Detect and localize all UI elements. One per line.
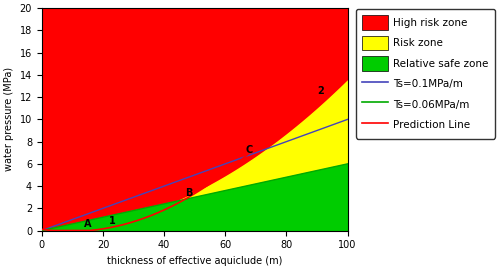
X-axis label: thickness of effective aquiclude (m): thickness of effective aquiclude (m) — [107, 256, 282, 266]
Text: B: B — [185, 188, 192, 198]
Legend: High risk zone, Risk zone, Relative safe zone, Ts=0.1MPa/m, Ts=0.06MPa/m, Predic: High risk zone, Risk zone, Relative safe… — [356, 9, 495, 139]
Text: C: C — [245, 145, 252, 155]
Y-axis label: water pressure (MPa): water pressure (MPa) — [4, 67, 14, 171]
Text: 2: 2 — [317, 86, 324, 96]
Text: A: A — [84, 220, 92, 230]
Text: 1: 1 — [109, 217, 116, 227]
